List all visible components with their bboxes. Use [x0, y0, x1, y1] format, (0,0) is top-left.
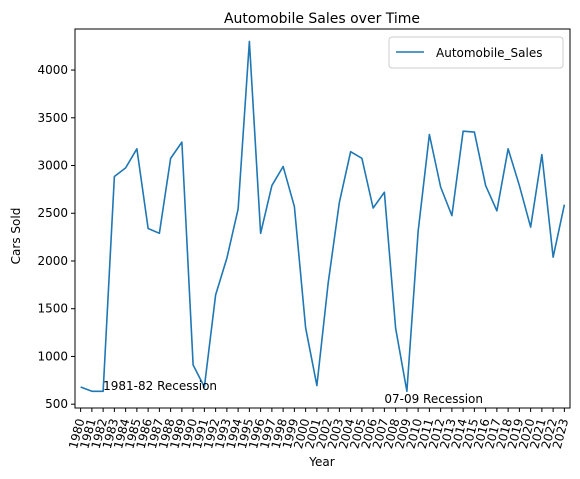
legend-label: Automobile_Sales [436, 46, 543, 60]
y-tick-label: 500 [45, 397, 68, 411]
y-tick-label: 2500 [37, 206, 68, 220]
y-tick-label: 3500 [37, 111, 68, 125]
y-tick-label: 2000 [37, 254, 68, 268]
x-axis-ticks: 1980198119821983198419851986198719881989… [66, 408, 571, 450]
legend-box [388, 36, 564, 69]
x-axis-label: Year [308, 455, 334, 469]
y-tick-label: 3000 [37, 159, 68, 173]
y-axis-label: Cars Sold [9, 208, 23, 265]
y-tick-label: 1000 [37, 349, 68, 363]
plot-frame [74, 28, 571, 409]
y-tick-label: 1500 [37, 302, 68, 316]
annotations: 1981-82 Recession 07-09 Recession [103, 379, 483, 406]
annotation-text: 07-09 Recession [384, 392, 483, 406]
y-axis-ticks: 500 1000 1500 2000 2500 3000 3500 4000 [37, 63, 75, 411]
chart-title: Automobile Sales over Time [224, 11, 420, 27]
legend: Automobile_Sales [388, 36, 564, 69]
y-tick-label: 4000 [37, 63, 68, 77]
series-line [80, 40, 566, 393]
annotation-text: 1981-82 Recession [103, 379, 217, 393]
series-layer [80, 40, 566, 393]
